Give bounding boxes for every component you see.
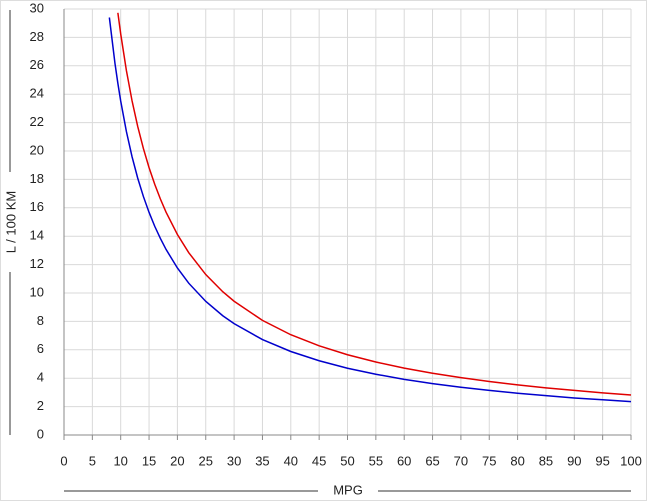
x-tick-label: 45 <box>312 453 326 468</box>
y-tick-label: 12 <box>30 256 44 271</box>
y-tick-label: 30 <box>30 0 44 15</box>
x-tick-label: 55 <box>369 453 383 468</box>
y-tick-label: 8 <box>37 313 44 328</box>
y-tick-label: 28 <box>30 29 44 44</box>
y-tick-label: 10 <box>30 284 44 299</box>
y-tick-label: 26 <box>30 57 44 72</box>
x-tick-label: 85 <box>539 453 553 468</box>
y-tick-label: 20 <box>30 142 44 157</box>
y-axis-title: L / 100 KM <box>3 191 18 253</box>
x-tick-label: 90 <box>567 453 581 468</box>
y-tick-label: 6 <box>37 341 44 356</box>
x-tick-label: 0 <box>60 453 67 468</box>
y-tick-label: 18 <box>30 171 44 186</box>
series-line <box>108 17 632 403</box>
x-tick-label: 30 <box>227 453 241 468</box>
x-tick-label: 80 <box>510 453 524 468</box>
x-tick-label: 40 <box>284 453 298 468</box>
x-tick-label: 15 <box>142 453 156 468</box>
x-tick-label: 75 <box>482 453 496 468</box>
x-tick-label: 70 <box>454 453 468 468</box>
y-tick-label: 22 <box>30 114 44 129</box>
y-tick-label: 24 <box>30 86 44 101</box>
series-line <box>117 12 632 396</box>
x-tick-label: 20 <box>170 453 184 468</box>
x-tick-label: 25 <box>199 453 213 468</box>
x-tick-label: 50 <box>340 453 354 468</box>
y-tick-label: 0 <box>37 426 44 441</box>
y-tick-label: 4 <box>37 370 44 385</box>
y-tick-label: 16 <box>30 199 44 214</box>
x-tick-label: 5 <box>89 453 96 468</box>
x-tick-label: 65 <box>425 453 439 468</box>
x-tick-label: 10 <box>113 453 127 468</box>
y-tick-label: 2 <box>37 398 44 413</box>
y-tick-label: 14 <box>30 228 44 243</box>
x-tick-label: 100 <box>620 453 642 468</box>
x-tick-label: 35 <box>255 453 269 468</box>
x-tick-label: 60 <box>397 453 411 468</box>
x-axis-title: MPG <box>333 482 363 497</box>
x-tick-label: 95 <box>595 453 609 468</box>
